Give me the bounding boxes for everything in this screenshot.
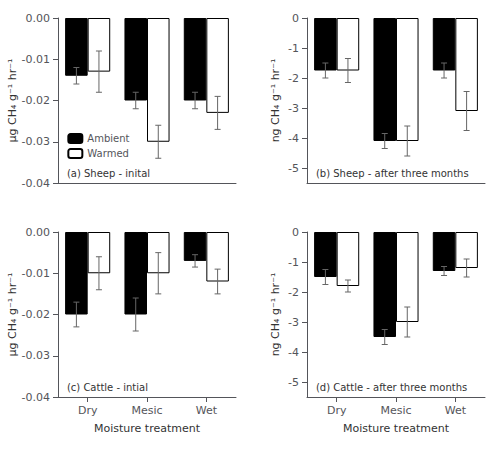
svg-text:-5: -5 — [288, 162, 299, 175]
svg-text:-0.02: -0.02 — [22, 308, 50, 321]
svg-text:(c) Cattle - intial: (c) Cattle - intial — [67, 382, 148, 393]
svg-text:μg CH₄ g⁻¹ hr⁻¹: μg CH₄ g⁻¹ hr⁻¹ — [6, 59, 19, 143]
svg-text:Ambient: Ambient — [87, 133, 129, 144]
svg-text:0: 0 — [292, 12, 299, 25]
svg-text:-2: -2 — [288, 286, 299, 299]
svg-text:-0.03: -0.03 — [22, 349, 50, 362]
svg-text:(a) Sheep - inital: (a) Sheep - inital — [67, 168, 150, 179]
svg-text:Wet: Wet — [445, 404, 467, 417]
svg-text:-0.01: -0.01 — [22, 267, 50, 280]
svg-text:Wet: Wet — [196, 404, 218, 417]
svg-text:-4: -4 — [288, 346, 299, 359]
svg-text:-0.02: -0.02 — [22, 94, 50, 107]
svg-text:Moisture treatment: Moisture treatment — [343, 422, 450, 435]
svg-text:-1: -1 — [288, 42, 299, 55]
svg-text:Dry: Dry — [327, 404, 347, 417]
svg-text:ng CH₄ g⁻¹ hr⁻¹: ng CH₄ g⁻¹ hr⁻¹ — [269, 59, 282, 143]
svg-text:Mesic: Mesic — [131, 404, 162, 417]
svg-text:0.00: 0.00 — [26, 12, 51, 25]
svg-text:-0.04: -0.04 — [22, 391, 50, 404]
svg-text:(d) Cattle - after three month: (d) Cattle - after three months — [316, 382, 467, 393]
svg-text:Moisture treatment: Moisture treatment — [94, 422, 201, 435]
svg-text:Dry: Dry — [78, 404, 98, 417]
svg-text:0.00: 0.00 — [26, 226, 51, 239]
svg-text:-5: -5 — [288, 376, 299, 389]
svg-text:-1: -1 — [288, 256, 299, 269]
svg-text:ng CH₄ g⁻¹ hr⁻¹: ng CH₄ g⁻¹ hr⁻¹ — [269, 273, 282, 357]
svg-text:Warmed: Warmed — [87, 148, 129, 159]
svg-text:-3: -3 — [288, 102, 299, 115]
svg-text:-4: -4 — [288, 132, 299, 145]
svg-text:μg CH₄ g⁻¹ hr⁻¹: μg CH₄ g⁻¹ hr⁻¹ — [6, 273, 19, 357]
svg-text:-0.01: -0.01 — [22, 53, 50, 66]
svg-text:-3: -3 — [288, 316, 299, 329]
svg-text:0: 0 — [292, 226, 299, 239]
svg-text:-0.04: -0.04 — [22, 177, 50, 190]
svg-text:Mesic: Mesic — [380, 404, 411, 417]
svg-text:(b) Sheep - after three months: (b) Sheep - after three months — [316, 168, 469, 179]
svg-text:-0.03: -0.03 — [22, 135, 50, 148]
svg-text:-2: -2 — [288, 72, 299, 85]
